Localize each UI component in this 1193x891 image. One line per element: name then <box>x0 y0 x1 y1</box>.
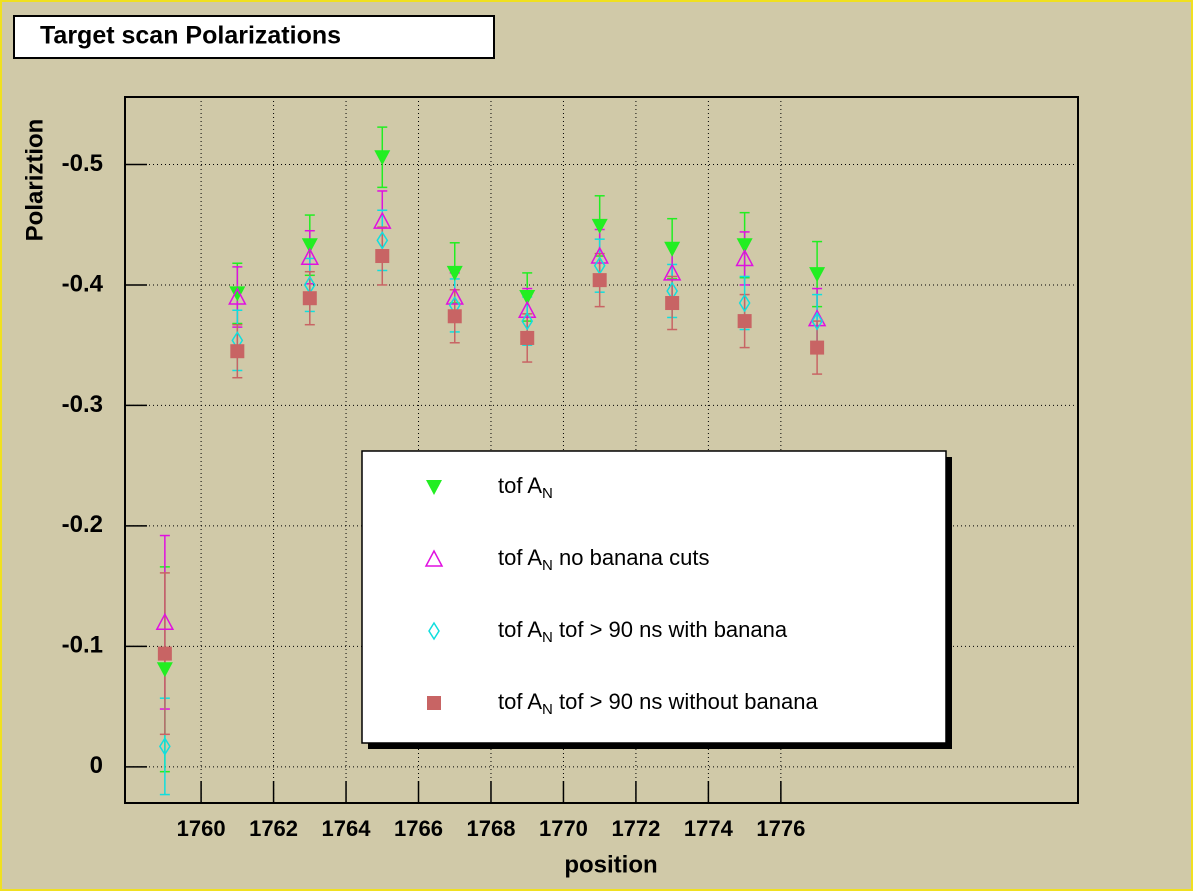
x-tick-label: 1772 <box>611 816 660 841</box>
plot-frame <box>124 96 1079 804</box>
marker <box>228 287 247 305</box>
legend-label: tof AN <box>498 473 553 502</box>
legend-subscript: N <box>542 629 553 646</box>
x-tick-label: 1764 <box>322 816 372 841</box>
legend-suffix: no banana cuts <box>553 545 710 570</box>
legend-text: tof A <box>498 545 542 570</box>
marker <box>592 273 607 288</box>
marker <box>445 287 464 305</box>
marker <box>301 238 318 254</box>
legend-label: tof AN no banana cuts <box>498 545 709 574</box>
legend-suffix: tof > 90 ns with banana <box>553 617 788 642</box>
marker <box>230 344 245 359</box>
marker <box>665 296 680 311</box>
title-box <box>13 15 495 59</box>
legend-marker <box>424 549 444 567</box>
marker <box>737 314 752 329</box>
x-axis-label: position <box>564 851 657 878</box>
marker <box>447 309 462 324</box>
y-tick-label: -0.2 <box>62 511 103 538</box>
legend-marker <box>426 480 442 495</box>
legend-text: tof A <box>498 617 542 642</box>
legend-suffix: tof > 90 ns without banana <box>553 689 819 714</box>
legend-marker <box>428 621 440 641</box>
marker <box>373 211 392 229</box>
marker <box>300 247 320 265</box>
marker <box>520 330 535 345</box>
marker <box>662 263 682 281</box>
marker <box>155 612 175 631</box>
x-tick-label: 1770 <box>539 816 588 841</box>
marker <box>811 311 823 331</box>
marker <box>521 311 534 331</box>
legend-subscript: N <box>542 557 553 574</box>
marker <box>810 340 825 355</box>
legend-text: tof A <box>498 473 542 498</box>
y-tick-label: -0.4 <box>62 270 104 297</box>
x-tick-label: 1766 <box>394 816 443 841</box>
legend-label: tof AN tof > 90 ns without banana <box>498 689 818 718</box>
legend-text: tof A <box>498 689 542 714</box>
y-tick-label: -0.1 <box>62 632 103 659</box>
marker <box>738 293 751 313</box>
marker <box>517 300 537 318</box>
marker <box>374 150 391 166</box>
x-tick-label: 1760 <box>177 816 226 841</box>
marker <box>375 249 390 264</box>
legend-subscript: N <box>542 485 553 502</box>
x-tick-label: 1762 <box>249 816 298 841</box>
legend-box <box>361 450 947 744</box>
y-tick-label: -0.5 <box>62 150 103 177</box>
y-axis-label: Polariztion <box>21 119 48 242</box>
legend-subscript: N <box>542 701 553 718</box>
marker <box>590 246 609 264</box>
marker <box>809 267 826 283</box>
y-tick-label: 0 <box>90 752 103 779</box>
marker <box>158 736 171 756</box>
y-tick-label: -0.3 <box>62 391 103 418</box>
marker <box>591 218 608 234</box>
marker <box>376 230 389 250</box>
marker <box>519 289 536 305</box>
x-tick-label: 1768 <box>467 816 516 841</box>
x-tick-label: 1774 <box>684 816 734 841</box>
marker <box>446 265 463 281</box>
marker <box>229 286 246 302</box>
marker <box>157 646 172 661</box>
marker <box>736 238 753 254</box>
chart-title: Target scan Polarizations <box>40 22 341 50</box>
legend-marker <box>427 696 441 710</box>
marker <box>156 662 173 678</box>
x-tick-label: 1776 <box>756 816 805 841</box>
marker <box>664 241 681 257</box>
marker <box>735 248 754 267</box>
legend-label: tof AN tof > 90 ns with banana <box>498 617 788 646</box>
marker <box>302 291 317 306</box>
